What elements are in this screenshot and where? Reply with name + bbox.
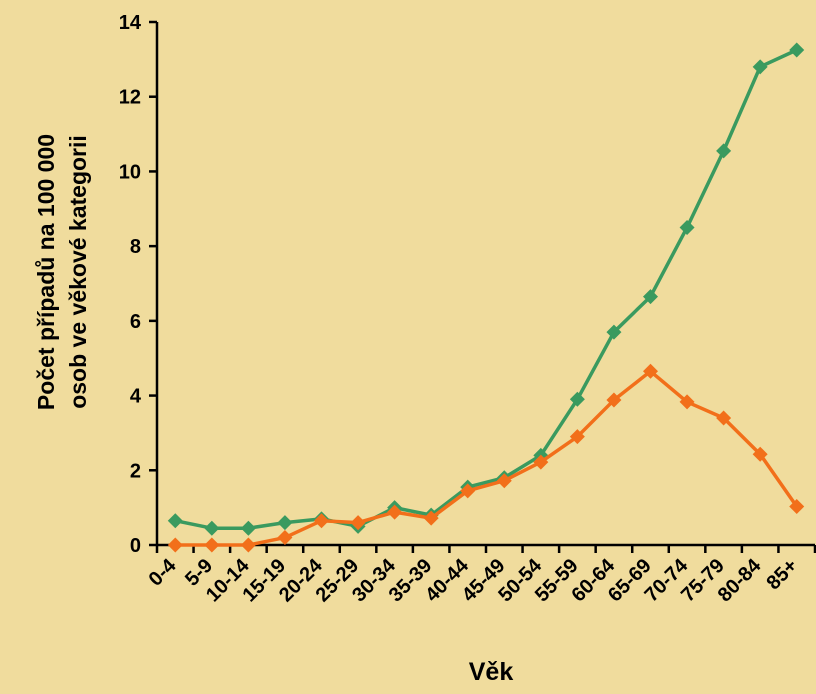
- data-point: [314, 513, 329, 529]
- data-point: [643, 289, 658, 305]
- data-point: [716, 410, 732, 426]
- data-point: [387, 504, 403, 520]
- data-point: [752, 446, 768, 462]
- data-point: [277, 515, 293, 531]
- data-point: [679, 219, 695, 235]
- data-point: [752, 59, 768, 75]
- y-tick-label: 0: [130, 535, 141, 557]
- data-point: [606, 324, 622, 340]
- data-point: [569, 429, 585, 445]
- y-tick-label: 4: [130, 386, 142, 408]
- y-tick-label: 14: [119, 12, 142, 34]
- y-axis-title-line-2: osob ve věkové kategorii: [65, 135, 91, 409]
- data-point: [496, 473, 512, 489]
- data-point: [460, 483, 476, 499]
- y-tick-label: 8: [130, 236, 141, 258]
- series-line: [175, 369, 799, 547]
- data-point: [569, 391, 585, 407]
- data-point: [204, 537, 220, 553]
- y-axis-title-line-1: Počet případů na 100 000: [33, 134, 59, 410]
- data-point: [240, 537, 256, 553]
- data-point: [643, 363, 658, 379]
- x-tick-label: 80-84: [714, 554, 766, 606]
- y-tick-label: 6: [130, 311, 141, 333]
- series-layer: [167, 42, 805, 553]
- series-2: [167, 363, 805, 553]
- data-point: [533, 454, 549, 470]
- y-tick-label: 12: [119, 87, 141, 109]
- data-point: [277, 530, 293, 546]
- data-point: [167, 513, 183, 529]
- y-tick-label: 10: [119, 161, 141, 183]
- data-point: [350, 515, 366, 531]
- data-point: [240, 520, 256, 536]
- x-axis-title: Věk: [469, 658, 514, 686]
- x-tick-label: 85+: [762, 555, 802, 595]
- data-point: [204, 520, 220, 536]
- y-tick-label: 2: [130, 460, 141, 482]
- data-point: [606, 392, 622, 408]
- y-tick-labels: 0 2 4 6 8 10 12 14: [119, 12, 142, 557]
- y-axis-title: Počet případů na 100 000 osob ve věkové …: [33, 134, 91, 410]
- x-tick-label: 0-4: [145, 554, 182, 591]
- data-point: [789, 499, 805, 515]
- data-point: [716, 143, 732, 159]
- axes: [149, 20, 816, 553]
- x-tick-labels: 0-4 5-910-1415-1920-2425-2930-3435-3940-4…: [145, 554, 802, 606]
- data-point: [167, 537, 183, 553]
- data-point: [789, 42, 805, 58]
- data-point: [679, 394, 695, 410]
- data-point: [423, 510, 439, 526]
- series-1: [167, 42, 805, 536]
- series-line: [174, 48, 798, 530]
